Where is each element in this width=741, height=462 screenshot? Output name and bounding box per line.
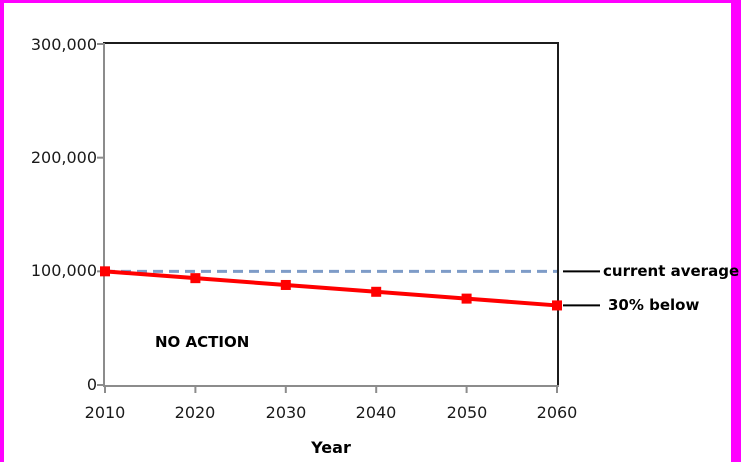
x-tick-label-2040: 2040 (355, 403, 397, 422)
annotation-30-percent-below: 30% below (608, 296, 700, 314)
x-tick-label-2010: 2010 (84, 403, 126, 422)
frame-border-right (731, 0, 741, 462)
x-tick-label-2020: 2020 (174, 403, 216, 422)
y-tick-label-300000: 300,000 (30, 35, 97, 54)
x-tick-label-2060: 2060 (536, 403, 578, 422)
frame-border-top (0, 0, 741, 3)
annotation-current-average: current average (603, 262, 740, 280)
y-tick-label-0: 0 (86, 375, 97, 394)
x-axis-title: Year (311, 438, 351, 457)
y-tick-label-100000: 100,000 (30, 261, 97, 280)
y-tick-label-200000: 200,000 (30, 148, 97, 167)
x-tick-label-2030: 2030 (265, 403, 307, 422)
annotation-no-action: NO ACTION (155, 333, 250, 351)
x-tick-label-2050: 2050 (446, 403, 488, 422)
frame-border-left (0, 0, 4, 462)
